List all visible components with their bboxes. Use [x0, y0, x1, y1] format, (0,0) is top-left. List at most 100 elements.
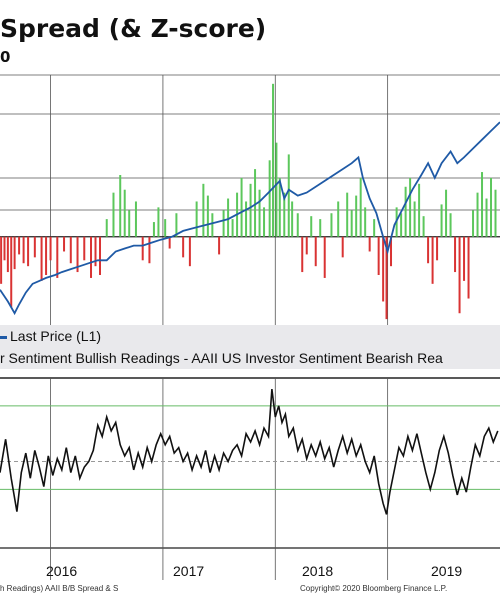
x-tick-label: 2019	[431, 563, 463, 579]
spread-bars	[0, 83, 497, 320]
bearish-bar	[0, 236, 3, 284]
bullish-bar	[128, 210, 131, 237]
price-line-group	[0, 121, 500, 316]
chart-title: Spread (& Z-score)	[0, 14, 267, 43]
x-tick-label: 2016	[46, 563, 78, 579]
bullish-bar	[123, 189, 126, 237]
bearish-bar	[83, 236, 86, 261]
bullish-bar	[346, 192, 349, 237]
bullish-bar	[202, 183, 205, 237]
bullish-bar	[275, 142, 278, 237]
bullish-bar	[175, 213, 178, 237]
bearish-bar	[13, 236, 16, 270]
bearish-bar	[463, 236, 466, 281]
chart-subtitle: 0	[0, 48, 11, 66]
bullish-bar	[157, 207, 160, 237]
bearish-bar	[18, 236, 21, 255]
legend-price: Last Price (L1)	[0, 325, 500, 347]
bullish-bar	[206, 195, 209, 237]
bullish-bar	[249, 183, 252, 237]
bullish-bar	[164, 219, 167, 237]
bearish-bar	[218, 236, 221, 255]
bearish-bar	[3, 236, 6, 261]
bearish-bar	[454, 236, 457, 273]
bearish-bar	[368, 236, 371, 252]
bullish-bar	[413, 201, 416, 237]
price-legend-swatch	[0, 335, 7, 339]
bullish-bar	[409, 177, 412, 237]
bearish-bar	[27, 236, 30, 267]
bullish-bar	[258, 189, 261, 237]
bearish-bar	[168, 236, 171, 249]
bullish-bar	[449, 213, 452, 237]
bearish-bar	[301, 236, 304, 273]
bearish-bar	[33, 236, 36, 258]
bullish-bar	[485, 198, 488, 237]
bearish-bar	[148, 236, 151, 264]
bullish-bar	[291, 201, 294, 237]
bullish-bar	[364, 207, 367, 237]
bearish-bar	[323, 236, 326, 278]
bearish-bar	[390, 236, 393, 267]
bullish-bar	[227, 198, 230, 237]
zscore-line-group	[0, 389, 499, 515]
bearish-bar	[182, 236, 185, 258]
bottom-panel-grid	[0, 377, 500, 580]
bearish-bar	[90, 236, 93, 278]
bearish-bar	[382, 236, 385, 302]
bullish-bar	[211, 213, 214, 237]
bullish-bar	[350, 210, 353, 237]
bullish-bar	[418, 183, 421, 237]
bearish-bar	[314, 236, 317, 267]
bearish-bar	[63, 236, 66, 252]
bullish-bar	[319, 219, 322, 237]
bullish-bar	[355, 195, 358, 237]
bullish-bar	[330, 213, 333, 237]
bearish-bar	[305, 236, 308, 255]
bullish-bar	[231, 219, 234, 237]
bearish-bar	[76, 236, 79, 273]
bearish-bar	[69, 236, 72, 264]
bullish-bar	[296, 213, 299, 237]
bullish-bar	[134, 201, 137, 237]
bearish-bar	[22, 236, 25, 264]
bearish-bar	[427, 236, 430, 264]
bullish-bar	[278, 177, 281, 237]
bullish-bar	[494, 189, 497, 237]
series-legend-label: r Sentiment Bullish Readings - AAII US I…	[0, 350, 443, 366]
bullish-bar	[472, 210, 475, 237]
bullish-bar	[254, 169, 257, 237]
bearish-bar	[467, 236, 470, 299]
bearish-bar	[10, 236, 13, 308]
price-line	[0, 121, 500, 316]
bearish-bar	[40, 236, 43, 281]
bearish-bar	[188, 236, 191, 267]
bullish-bar	[476, 192, 479, 237]
bearish-bar	[56, 236, 59, 278]
x-tick-label: 2018	[302, 563, 334, 579]
bearish-bar	[94, 236, 97, 267]
bullish-bar	[263, 207, 266, 237]
bearish-bar	[141, 236, 144, 261]
bullish-bar	[152, 222, 155, 237]
bullish-bar	[245, 201, 248, 237]
bullish-bar	[337, 201, 340, 237]
bullish-bar	[105, 219, 108, 237]
bullish-bar	[272, 83, 275, 237]
bullish-bar	[195, 201, 198, 237]
bearish-bar	[431, 236, 434, 284]
bearish-bar	[341, 236, 344, 258]
bullish-bar	[119, 175, 122, 237]
bullish-bar	[268, 160, 271, 237]
x-tick-label: 2017	[173, 563, 205, 579]
bullish-bar	[373, 219, 376, 237]
bullish-bar	[287, 154, 290, 237]
bearish-bar	[6, 236, 9, 273]
bearish-bar	[436, 236, 439, 261]
bullish-bar	[222, 210, 225, 237]
footer-copyright: Copyright© 2020 Bloomberg Finance L.P.	[300, 584, 448, 593]
footer-source: h Readings) AAII B/B Spread & S	[0, 584, 119, 593]
bullish-bar	[310, 216, 313, 237]
bullish-bar	[445, 189, 448, 237]
